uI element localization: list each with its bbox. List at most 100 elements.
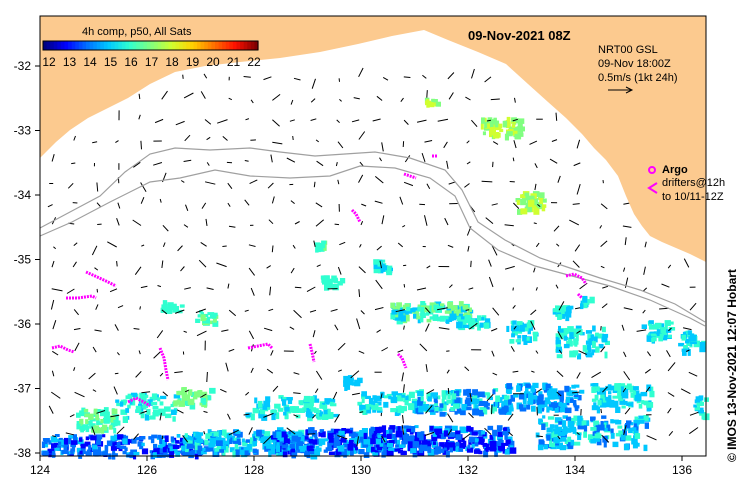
current-arrow (161, 90, 168, 100)
sst-pixel (343, 451, 347, 458)
colorbar-swatch (236, 41, 241, 50)
sst-pixel (334, 435, 339, 441)
current-arrow (437, 118, 449, 122)
sst-pixel (636, 400, 641, 404)
sst-pixel (208, 442, 215, 448)
sst-pixel (394, 409, 400, 416)
sst-pixel (490, 408, 495, 414)
sst-pixel (505, 386, 512, 394)
sst-pixel (273, 431, 278, 438)
sst-pixel (276, 442, 280, 447)
sst-pixel (268, 450, 272, 457)
sst-pixel (245, 412, 252, 418)
current-arrow (50, 299, 55, 310)
current-arrow (309, 309, 317, 313)
sst-pixel (560, 394, 564, 401)
colorbar-swatch (232, 41, 238, 50)
sst-pixel (370, 426, 374, 434)
current-arrow (576, 183, 581, 195)
current-arrow (96, 182, 99, 192)
sst-pixel (147, 399, 153, 406)
sst-pixel (551, 431, 558, 439)
sst-pixel (583, 425, 588, 432)
sst-pixel (112, 449, 116, 455)
current-arrow (141, 391, 151, 394)
sst-pixel (170, 436, 174, 442)
sst-pixel (63, 444, 68, 452)
sst-pixel (236, 438, 241, 444)
current-arrow (159, 198, 162, 203)
sst-pixel (441, 398, 445, 406)
sst-pixel (314, 448, 318, 456)
sst-pixel (319, 429, 325, 433)
sst-pixel (433, 304, 440, 311)
sst-pixel (597, 424, 605, 431)
sst-pixel (438, 408, 443, 412)
current-arrow (447, 413, 454, 423)
sst-pixel (79, 418, 84, 425)
sst-pixel (371, 405, 378, 411)
sst-pixel (618, 430, 623, 435)
current-arrow (269, 286, 272, 296)
sst-pixel (229, 447, 235, 453)
current-arrow (334, 223, 340, 226)
sst-pixel (422, 439, 428, 445)
sst-pixel (504, 133, 509, 141)
sst-pixel (371, 427, 377, 434)
colorbar-swatch (53, 41, 58, 50)
sst-pixel (296, 431, 303, 437)
sst-pixel (577, 395, 582, 401)
sst-pixel (523, 327, 529, 332)
sst-pixel (388, 440, 395, 444)
sst-pixel (151, 434, 158, 439)
sst-pixel (522, 397, 527, 405)
current-arrow (141, 244, 145, 247)
sst-pixel (318, 431, 322, 437)
current-arrow (52, 320, 57, 330)
sst-pixel (558, 325, 561, 332)
sst-pixel (656, 329, 661, 336)
sst-pixel (115, 399, 120, 403)
sst-pixel (644, 422, 649, 429)
current-arrow (133, 433, 139, 440)
sst-pixel (603, 427, 608, 432)
sst-pixel (478, 436, 485, 442)
sst-pixel (368, 397, 374, 404)
current-arrow (185, 204, 189, 211)
current-arrow (353, 97, 360, 100)
current-arrow (688, 371, 698, 377)
sst-pixel (524, 192, 530, 197)
current-arrow (248, 267, 255, 276)
sst-pixel (346, 450, 351, 455)
sst-pixel (113, 414, 119, 422)
sst-pixel (375, 426, 382, 434)
sst-pixel (497, 428, 502, 432)
sst-pixel (461, 437, 465, 442)
argo-marker-icon (648, 166, 656, 174)
current-arrow (140, 140, 142, 150)
sst-pixel (327, 412, 334, 419)
current-arrow (359, 161, 364, 167)
colorbar-swatch (50, 41, 55, 50)
colorbar-swatch (64, 41, 69, 50)
sst-pixel (649, 337, 655, 343)
current-arrow (52, 350, 59, 356)
current-arrow (419, 343, 428, 352)
sst-pixel (562, 415, 568, 419)
sst-pixel (474, 404, 479, 410)
colorbar-tick-label: 12 (42, 55, 56, 69)
current-arrow (490, 98, 500, 101)
sst-pixel (392, 393, 396, 399)
sst-pixel (357, 377, 363, 384)
sst-pixel (361, 398, 365, 404)
sst-pixel (182, 450, 189, 456)
current-arrow (549, 158, 558, 164)
current-arrow (203, 73, 208, 79)
sst-pixel (364, 406, 372, 414)
current-arrow (492, 307, 500, 316)
current-arrow (219, 388, 227, 393)
sst-pixel (129, 399, 133, 405)
sst-pixel (465, 397, 471, 403)
sst-pixel (582, 345, 587, 352)
sst-pixel (151, 401, 158, 406)
